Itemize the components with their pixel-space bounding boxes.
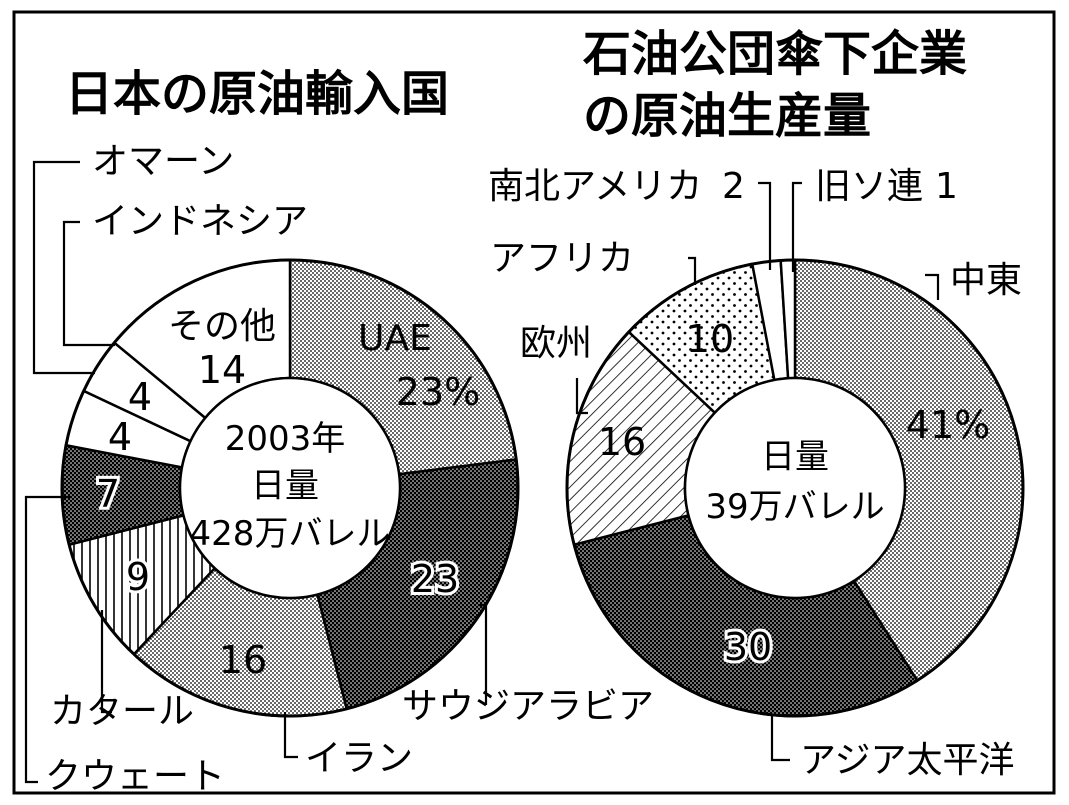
chart-2-title-line-1: 石油公団傘下企業 <box>583 26 967 82</box>
chart-2-leader-lines <box>575 181 940 762</box>
chart-2-value-asia-pacific: 30 <box>724 625 772 669</box>
chart-2-value-europe: 16 <box>598 420 646 464</box>
chart-1-slice-label-indonesia: インドネシア <box>92 201 308 242</box>
chart-1-value-other: 14 <box>198 348 246 392</box>
chart-2-slice-label-europe: 欧州 <box>520 323 592 364</box>
chart-2-center-line-1: 日量 <box>761 437 829 477</box>
chart-2-slice-label-africa: アフリカ <box>490 238 634 279</box>
chart-2-donut-hole <box>683 376 907 600</box>
chart-1-value-oman: 4 <box>128 375 152 419</box>
chart-2-slice-label-middle-east: 中東 <box>950 260 1022 301</box>
chart-1-center-line-1: 2003年 <box>225 419 346 459</box>
chart-2-value-americas: 2 <box>722 166 745 207</box>
chart-1-slice-label-uae: UAE <box>358 318 432 359</box>
chart-2-slice-label-americas: 南北アメリカ <box>488 166 702 207</box>
chart-1-title: 日本の原油輸入国 <box>65 66 449 122</box>
chart-1-slice-label-iran: イラン <box>305 738 413 779</box>
chart-1-value-kuwait: 7 <box>96 472 120 516</box>
chart-2-value-middle-east: 41% <box>906 403 990 447</box>
chart-2-value-former-ussr: 1 <box>935 166 958 207</box>
figure-border <box>12 10 1056 795</box>
chart-1-leader-lines <box>24 160 488 784</box>
chart-1-slice-label-oman: オマーン <box>92 141 234 182</box>
chart-1-donut-outline <box>60 258 520 718</box>
chart-2-title-line-2: の原油生産量 <box>583 88 871 144</box>
chart-1-slice-label-kuwait: クウェート <box>45 756 225 797</box>
chart-1-center-line-2: 日量 <box>251 466 319 506</box>
chart-1-value-uae: 23% <box>396 370 480 414</box>
chart-1-donut <box>60 258 520 718</box>
chart-1-value-indonesia: 4 <box>108 415 132 459</box>
chart-2-slice-label-asia-pacific: アジア太平洋 <box>800 740 1015 781</box>
chart-1-slice-label-saudi-arabia: サウジアラビア <box>402 686 654 727</box>
chart-1-donut-hole <box>178 376 402 600</box>
chart-2-donut <box>565 258 1025 718</box>
chart-1-center-line-3: 428万バレル <box>190 514 391 554</box>
chart-2-slice-label-former-ussr: 旧ソ連 <box>815 166 923 207</box>
chart-1-slice-label-qatar: カタール <box>50 691 194 732</box>
chart-1-slice-label-other: その他 <box>168 306 276 347</box>
chart-2-center-line-2: 39万バレル <box>705 487 884 527</box>
chart-2-donut-outline <box>565 258 1025 718</box>
chart-1-value-saudi-arabia: 23 <box>411 557 459 601</box>
chart-2-value-africa: 10 <box>686 317 734 361</box>
chart-1-value-iran: 16 <box>219 638 267 682</box>
chart-1-value-qatar: 9 <box>126 555 150 599</box>
